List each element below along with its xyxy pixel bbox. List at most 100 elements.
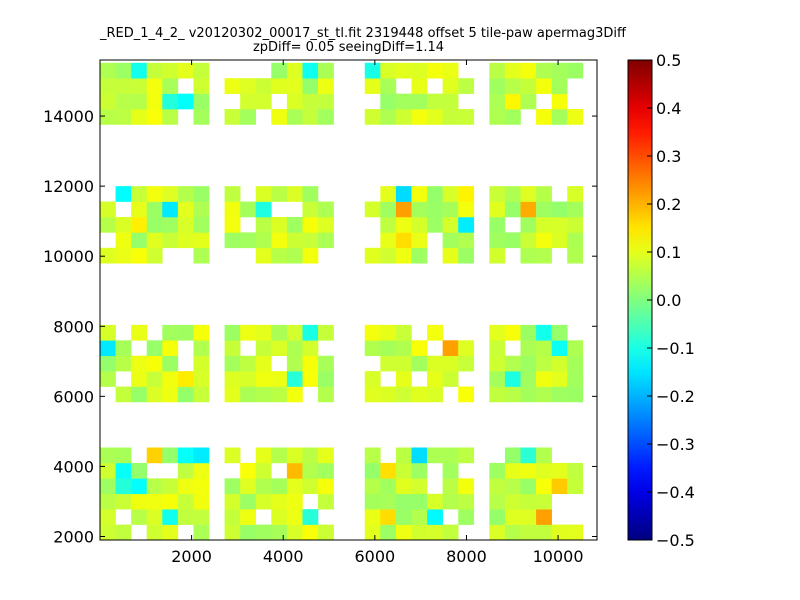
- heatmap-cell: [489, 247, 506, 264]
- heatmap-cell: [427, 371, 443, 387]
- colorbar-axis: 0.5 0.4 0.3 0.2 0.1 0.0 −0.1 −0.2 −0.3 −0.4 −0.5: [647, 51, 695, 550]
- heatmap-cell: [489, 340, 506, 357]
- heatmap-cell: [489, 109, 506, 125]
- colorbar-tick-label: 0.1: [656, 243, 681, 262]
- heatmap-cell: [193, 216, 210, 233]
- heatmap-cell: [364, 478, 381, 495]
- heatmap-cell: [302, 62, 319, 79]
- heatmap-cell: [286, 324, 303, 341]
- heatmap-cell: [146, 386, 163, 403]
- heatmap-cell: [271, 62, 288, 79]
- heatmap-cell: [240, 355, 257, 372]
- heatmap-cell: [271, 493, 288, 510]
- heatmap-cell: [240, 232, 257, 249]
- heatmap-cell: [536, 386, 552, 403]
- heatmap-cell: [427, 201, 443, 218]
- heatmap-cell: [115, 386, 132, 403]
- heatmap-cell: [364, 324, 381, 341]
- heatmap-cell: [395, 201, 412, 218]
- heatmap-cell: [193, 493, 210, 510]
- heatmap-cell: [442, 109, 459, 125]
- heatmap-cell: [536, 247, 552, 264]
- heatmap-cell: [146, 62, 163, 79]
- heatmap-cell: [536, 186, 552, 202]
- heatmap-cell: [504, 478, 521, 495]
- heatmap-cell: [395, 186, 412, 202]
- heatmap-cell: [551, 109, 568, 125]
- heatmap-cell: [411, 62, 428, 79]
- heatmap-cell: [411, 247, 428, 264]
- heatmap-cell: [177, 201, 194, 218]
- heatmap-cell: [193, 232, 210, 249]
- heatmap-cell: [411, 386, 428, 403]
- heatmap-cell: [567, 386, 584, 403]
- heatmap-cell: [162, 386, 179, 403]
- heatmap-cell: [318, 462, 334, 479]
- heatmap-cell: [286, 509, 303, 525]
- heatmap-cell: [193, 509, 210, 525]
- heatmap-cell: [224, 109, 241, 125]
- heatmap-cell: [551, 201, 568, 218]
- heatmap-cell: [489, 493, 506, 510]
- heatmap-cell: [411, 340, 428, 357]
- heatmap-cell: [364, 340, 381, 357]
- heatmap-cell: [551, 524, 568, 541]
- heatmap-cell: [224, 324, 241, 341]
- heatmap-cell: [271, 186, 288, 202]
- heatmap-cell: [286, 371, 303, 387]
- heatmap-cell: [255, 524, 272, 541]
- heatmap-cell: [100, 524, 116, 541]
- heatmap-cell: [520, 355, 537, 372]
- colorbar-tick-label: 0.3: [656, 147, 681, 166]
- heatmap-cell: [504, 447, 521, 464]
- heatmap-cell: [442, 201, 459, 218]
- heatmap-cell: [380, 247, 397, 264]
- heatmap-cell: [520, 216, 537, 233]
- heatmap-cell: [442, 216, 459, 233]
- x-tick-label: 10000: [533, 547, 584, 566]
- heatmap-cell: [442, 462, 459, 479]
- heatmap-cell: [302, 524, 319, 541]
- heatmap-cell: [255, 447, 272, 464]
- heatmap-cell: [520, 232, 537, 249]
- heatmap-cell: [240, 109, 257, 125]
- heatmap-cell: [567, 216, 584, 233]
- heatmap-cell: [364, 247, 381, 264]
- heatmap-cell: [318, 386, 334, 403]
- heatmap-cell: [520, 340, 537, 357]
- heatmap-cell: [115, 524, 132, 541]
- heatmap-cell: [536, 509, 552, 525]
- heatmap-cell: [395, 447, 412, 464]
- heatmap-cell: [427, 355, 443, 372]
- heatmap-cell: [427, 216, 443, 233]
- heatmap-cell: [224, 447, 241, 464]
- heatmap-cell: [395, 109, 412, 125]
- heatmap-cell: [255, 493, 272, 510]
- heatmap-cell: [536, 524, 552, 541]
- heatmap-cell: [193, 462, 210, 479]
- heatmap-cell: [489, 232, 506, 249]
- heatmap-cell: [395, 462, 412, 479]
- heatmap-cell: [286, 216, 303, 233]
- heatmap-cell: [224, 478, 241, 495]
- heatmap-cell: [411, 355, 428, 372]
- heatmap-cell: [504, 93, 521, 110]
- heatmap-cell: [193, 371, 210, 387]
- heatmap-cell: [489, 78, 506, 94]
- heatmap-cell: [115, 247, 132, 264]
- heatmap-cell: [504, 324, 521, 341]
- heatmap-cell: [504, 386, 521, 403]
- heatmap-cell: [411, 109, 428, 125]
- colorbar-tick-label: −0.5: [656, 531, 695, 550]
- heatmap-cell: [411, 201, 428, 218]
- heatmap-cell: [458, 109, 475, 125]
- heatmap-cell: [193, 478, 210, 495]
- heatmap-cell: [240, 324, 257, 341]
- heatmap-cell: [536, 78, 552, 94]
- heatmap-cell: [224, 78, 241, 94]
- heatmap-cell: [427, 62, 443, 79]
- heatmap-cell: [131, 201, 148, 218]
- heatmap-cell: [395, 478, 412, 495]
- heatmap-cell: [100, 478, 116, 495]
- heatmap-cell: [458, 478, 475, 495]
